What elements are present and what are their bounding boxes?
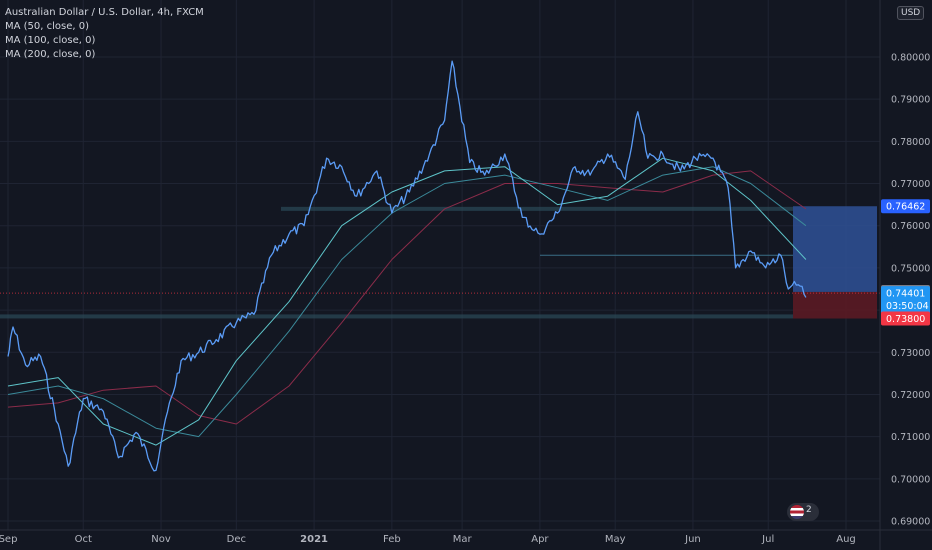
y-tick-label: 0.72000 [891, 390, 930, 401]
indicator-ma50[interactable]: MA (50, close, 0) [5, 21, 90, 32]
y-tick-label: 0.76000 [891, 221, 930, 232]
symbol-title[interactable]: Australian Dollar / U.S. Dollar, 4h, FXC… [5, 7, 204, 18]
currency-button[interactable]: USD [897, 6, 925, 20]
y-tick-label: 0.71000 [891, 432, 930, 443]
x-tick-label: May [605, 534, 626, 545]
x-tick-label: Nov [151, 534, 171, 545]
x-tick-label: 2021 [300, 534, 328, 545]
y-tick-label: 0.75000 [891, 263, 930, 274]
support-band [0, 314, 793, 319]
y-tick-label: 0.69000 [891, 517, 930, 528]
x-tick-label: Jun [684, 534, 701, 545]
target-price-label: 0.76462 [886, 202, 925, 213]
target-price-label-bg [881, 199, 930, 214]
y-tick-label: 0.70000 [891, 474, 930, 485]
indicator-ma100[interactable]: MA (100, close, 0) [5, 35, 96, 46]
y-tick-label: 0.78000 [891, 137, 930, 148]
x-tick-label: Dec [227, 534, 246, 545]
x-tick-label: Apr [531, 534, 549, 545]
chart-legend: Australian Dollar / U.S. Dollar, 4h, FXC… [5, 6, 204, 62]
x-tick-label: Oct [75, 534, 92, 545]
x-tick-label: Mar [453, 534, 473, 545]
current-price-label: 0.74401 [886, 289, 925, 300]
stop-zone [793, 291, 877, 319]
x-tick-label: Sep [0, 534, 17, 545]
flag-icon [790, 505, 804, 519]
x-tick-label: Feb [383, 534, 401, 545]
y-tick-label: 0.73000 [891, 348, 930, 359]
resistance-band [281, 206, 793, 211]
events-count: 2 [806, 505, 812, 515]
x-tick-label: Jul [761, 534, 774, 545]
events-badge[interactable]: 2 [787, 503, 819, 521]
countdown-label: 03:50:04 [886, 301, 929, 312]
current-price-bg [881, 286, 930, 315]
y-tick-label: 0.77000 [891, 179, 930, 190]
x-axis[interactable]: Sep Oct Nov Dec 2021 Feb Mar Apr May Jun Jul Aug [0, 529, 932, 545]
horizontal-levels [0, 206, 880, 319]
y-tick-label: 0.79000 [891, 95, 930, 106]
position-zones [793, 206, 877, 319]
y-axis[interactable]: 0.80000 0.79000 0.78000 0.77000 0.76000 0.750… [879, 0, 930, 550]
target-zone [793, 206, 877, 292]
series-ma200 [7, 170, 807, 425]
x-tick-label: Aug [836, 534, 856, 545]
stop-price-label: 0.73800 [886, 314, 925, 325]
chart-series [7, 60, 807, 472]
stop-price-label-bg [881, 311, 930, 326]
grid-lines [0, 0, 880, 530]
series-ma50 [7, 157, 807, 446]
y-tick-label: 0.80000 [891, 53, 930, 64]
series-price [7, 60, 807, 472]
indicator-ma200[interactable]: MA (200, close, 0) [5, 49, 96, 60]
